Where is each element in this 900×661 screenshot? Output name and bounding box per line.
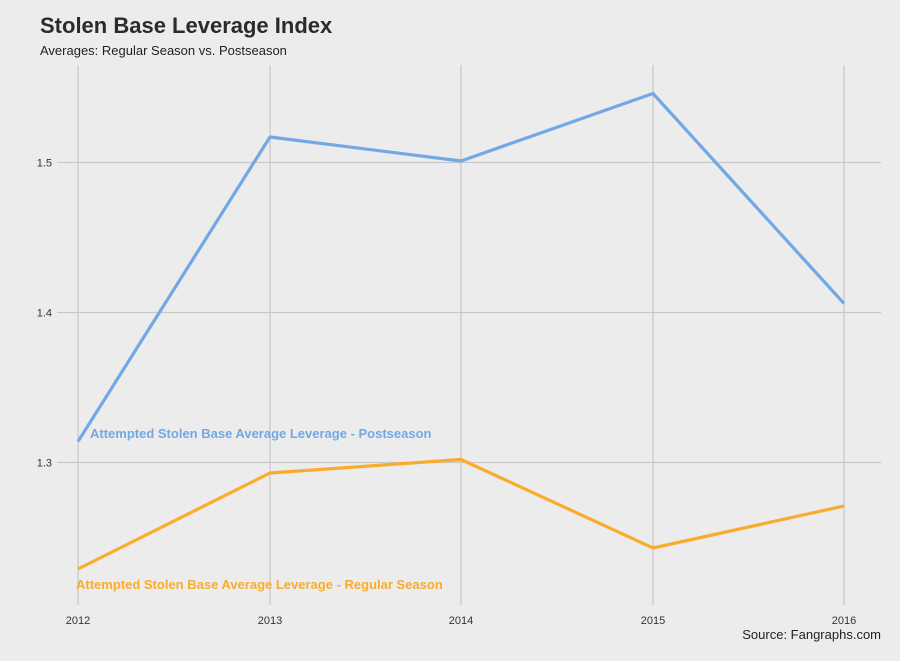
x-tick-label-2012: 2012: [66, 615, 90, 627]
y-tick-label-1.4: 1.4: [37, 308, 52, 320]
regular-season-label: Attempted Stolen Base Average Leverage -…: [76, 577, 443, 592]
series-labels: Attempted Stolen Base Average Leverage -…: [76, 426, 443, 592]
axis-tick-labels: 2012 2013 2014 2015 2016 1.3 1.4 1.5: [37, 158, 857, 628]
x-tick-label-2014: 2014: [449, 615, 473, 627]
source-note: Source: Fangraphs.com: [742, 627, 881, 642]
y-tick-label-1.5: 1.5: [37, 158, 52, 170]
series-lines: [76, 91, 846, 571]
postseason-label: Attempted Stolen Base Average Leverage -…: [90, 426, 432, 441]
x-tick-label-2013: 2013: [258, 615, 282, 627]
x-tick-label-2015: 2015: [641, 615, 665, 627]
chart-subtitle: Averages: Regular Season vs. Postseason: [40, 43, 287, 58]
chart-title: Stolen Base Leverage Index: [40, 13, 333, 38]
y-tick-label-1.3: 1.3: [37, 458, 52, 470]
x-tick-label-2016: 2016: [832, 615, 856, 627]
